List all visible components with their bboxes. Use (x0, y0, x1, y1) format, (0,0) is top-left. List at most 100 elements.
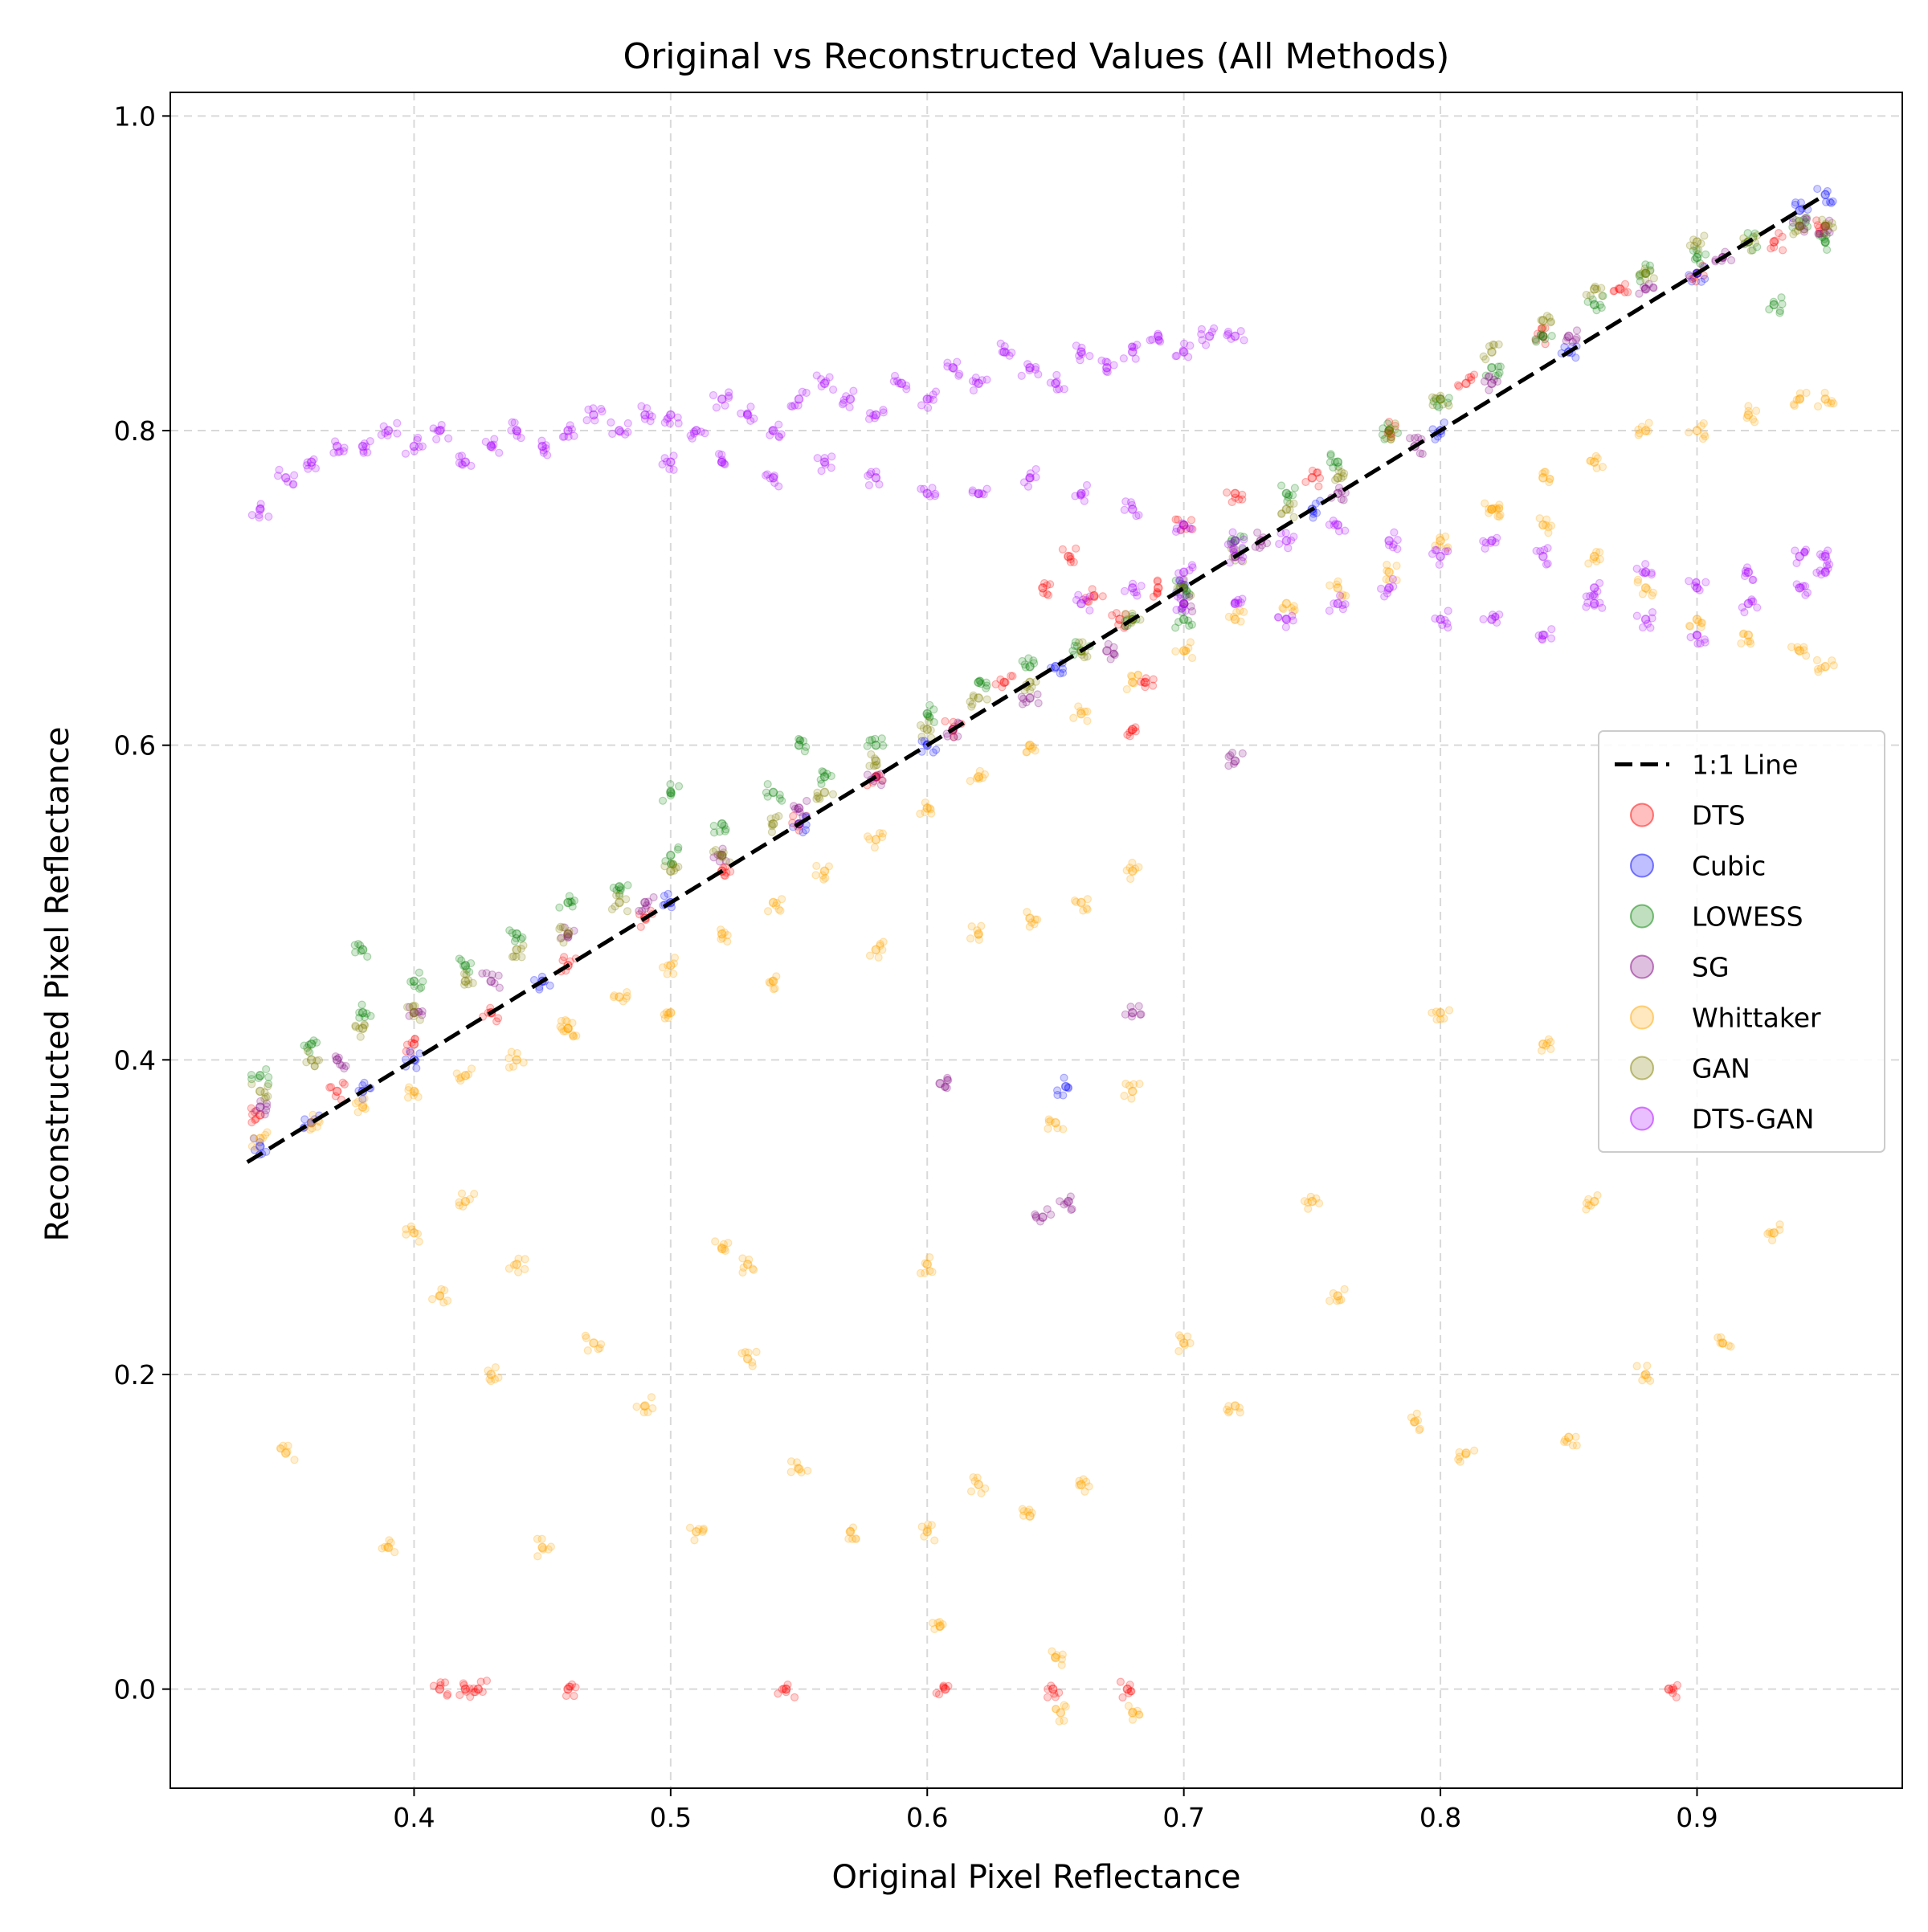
data-point-cloud (459, 1202, 468, 1211)
data-point-cloud (1742, 569, 1750, 578)
data-point-cloud (1586, 591, 1595, 601)
data-point (1795, 551, 1804, 562)
data-point-cloud (1238, 749, 1247, 758)
data-point-cloud (1119, 354, 1128, 363)
data-point-cloud (1813, 402, 1823, 410)
data-point (768, 897, 778, 908)
data-point-cloud (846, 1526, 855, 1535)
data-point-cloud (876, 939, 884, 949)
data-point-cloud (1079, 1475, 1088, 1484)
data-point-cloud (1338, 590, 1347, 599)
data-point-cloud (260, 1088, 269, 1097)
data-point-cloud (1060, 1701, 1068, 1709)
data-point-cloud (621, 430, 630, 439)
data-point-cloud (558, 956, 567, 965)
data-point-cloud (312, 1038, 321, 1047)
data-point-cloud (1595, 598, 1604, 607)
data-point-cloud (1815, 229, 1824, 239)
data-point-cloud (663, 457, 672, 466)
data-point-cloud (1187, 525, 1195, 533)
data-point-cloud (1640, 264, 1649, 273)
data-point-cloud (545, 981, 554, 990)
data-point (332, 1055, 342, 1065)
data-point-cloud (247, 1104, 255, 1113)
data-point-cloud (1544, 523, 1553, 532)
data-point (1820, 221, 1830, 231)
data-point-cloud (411, 1002, 419, 1011)
data-point-cloud (1131, 354, 1140, 363)
data-point-cloud (1442, 544, 1451, 553)
data-point-cloud (1118, 1693, 1127, 1702)
data-point-cloud (1224, 762, 1233, 770)
data-point-cloud (782, 1688, 790, 1697)
data-point-cloud (660, 1014, 669, 1023)
data-point-cloud (1102, 367, 1111, 376)
data-point-cloud (930, 1536, 939, 1545)
data-point-cloud (658, 963, 668, 972)
data-point-cloud (1060, 385, 1068, 394)
data-point-cloud (737, 1349, 746, 1358)
data-point-cloud (510, 419, 519, 427)
data-point-cloud (1775, 308, 1784, 317)
data-point-cloud (1187, 602, 1195, 611)
data-point-cloud (623, 991, 631, 1001)
data-point-cloud (1491, 612, 1500, 622)
data-point-cloud (1413, 1416, 1423, 1425)
data-point-cloud (1495, 504, 1504, 513)
data-point-cloud (1332, 580, 1341, 589)
data-point-cloud (468, 978, 477, 987)
data-point-cloud (1747, 595, 1756, 604)
data-point-cloud (982, 678, 991, 687)
data-point-cloud (1153, 589, 1162, 598)
data-point-cloud (1538, 324, 1546, 333)
data-point-cloud (721, 856, 730, 866)
data-point-cloud (492, 1017, 501, 1026)
legend-marker-dts-gan (1630, 1106, 1654, 1131)
data-point-cloud (1392, 576, 1401, 585)
data-point (1538, 630, 1548, 640)
data-point (1589, 457, 1599, 467)
data-point-cloud (1279, 604, 1288, 614)
data-point (974, 929, 983, 939)
data-point-cloud (724, 393, 733, 402)
data-point-cloud (1034, 699, 1043, 708)
data-point-cloud (802, 388, 811, 398)
data-point-cloud (954, 371, 963, 380)
data-point-cloud (794, 401, 803, 410)
data-point (1589, 583, 1599, 593)
data-point-cloud (1582, 290, 1591, 300)
data-point-cloud (1227, 535, 1236, 544)
data-point-cloud (1028, 742, 1038, 751)
data-point-cloud (1643, 585, 1652, 594)
data-point-cloud (360, 1013, 370, 1022)
data-point-cloud (1044, 1115, 1053, 1124)
data-point-cloud (1431, 614, 1440, 623)
data-point-cloud (1803, 222, 1812, 231)
data-point-cloud (1685, 241, 1694, 250)
data-point-cloud (878, 776, 887, 785)
data-point-cloud (1027, 1509, 1036, 1517)
data-point (1538, 520, 1548, 530)
data-point-cloud (1726, 1342, 1735, 1351)
data-point-cloud (821, 873, 830, 883)
data-point-cloud (1689, 242, 1699, 251)
data-point-cloud (1185, 592, 1194, 601)
data-point-cloud (970, 1477, 979, 1485)
data-point-cloud (539, 446, 548, 455)
data-point-cloud (1496, 510, 1505, 519)
data-point-cloud (1312, 509, 1321, 517)
data-point-cloud (1097, 356, 1106, 365)
data-point-cloud (1180, 599, 1189, 608)
data-point-cloud (647, 1393, 656, 1402)
data-point (1076, 598, 1086, 609)
data-point-cloud (590, 416, 599, 425)
data-point-cloud (439, 1298, 448, 1307)
data-point-cloud (300, 1041, 308, 1050)
data-point-cloud (1540, 468, 1549, 476)
data-point-cloud (1646, 1376, 1655, 1385)
data-point-cloud (1236, 532, 1245, 541)
data-point-cloud (1700, 635, 1709, 644)
data-point (1589, 284, 1599, 294)
data-point-cloud (966, 1487, 976, 1496)
data-point-cloud (812, 794, 821, 803)
